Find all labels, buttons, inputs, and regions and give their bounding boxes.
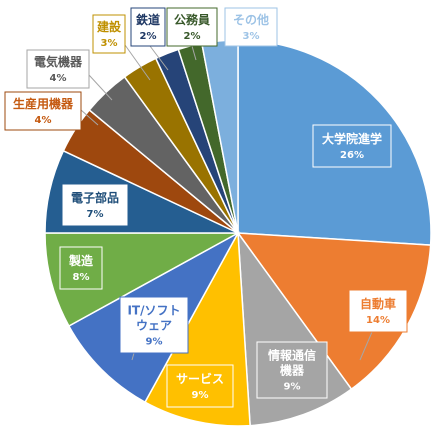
data-label: 電気機器 4% — [26, 49, 90, 89]
data-label-name: 電子部品 — [71, 190, 119, 205]
data-label-value: 8% — [73, 272, 90, 283]
data-label: 建設 3% — [92, 14, 126, 54]
data-label-name: サービス — [176, 371, 224, 386]
data-label: 生産用機器 4% — [4, 91, 82, 131]
data-label-box — [224, 7, 278, 47]
data-label-name: 製造 — [68, 253, 94, 268]
data-label-box — [59, 246, 103, 290]
data-label: 情報通信機器 9% — [256, 341, 328, 399]
data-label-box — [130, 7, 166, 47]
data-label: 大学院進学 26% — [312, 124, 392, 168]
data-label-value: 9% — [284, 382, 301, 393]
data-label-value: 4% — [35, 115, 52, 126]
leader-line — [80, 109, 99, 126]
data-label-box — [166, 7, 218, 47]
leader-line — [88, 74, 113, 101]
data-label-box — [166, 364, 234, 408]
data-label: 鉄道 2% — [130, 7, 166, 47]
data-label-name: 生産用機器 — [13, 96, 74, 111]
leader-line — [149, 45, 169, 71]
data-label: 電子部品 7% — [61, 183, 129, 227]
data-label-value: 26% — [340, 150, 364, 161]
data-label: 自動車 14% — [348, 289, 408, 333]
data-label-name: 自動車 — [360, 296, 396, 311]
data-label-value: 14% — [366, 315, 390, 326]
data-label-box — [4, 91, 82, 131]
leader-line — [131, 352, 135, 361]
data-label-value: 2% — [184, 31, 201, 42]
leader-line — [124, 44, 151, 81]
data-label-value: 3% — [101, 38, 118, 49]
data-label-box — [256, 341, 328, 399]
data-label: IT/ソフトウェア 9% — [119, 296, 189, 354]
leader-line — [191, 45, 197, 61]
data-label: 製造 8% — [59, 246, 103, 290]
data-label: 公務員 2% — [166, 7, 218, 47]
data-label-name: 建設 — [96, 19, 122, 34]
data-label-value: 7% — [87, 209, 104, 220]
data-label-name: その他 — [233, 12, 269, 27]
data-label-name: 公務員 — [174, 12, 210, 27]
data-label: その他 3% — [224, 7, 278, 47]
data-label-value: 9% — [192, 390, 209, 401]
data-label-value: 2% — [140, 31, 157, 42]
data-label-value: 4% — [50, 73, 67, 84]
data-labels: 大学院進学 26% 自動車 14% 情報通信機器 9% サービス 9% IT/ソフトウェア 9% 製… — [4, 7, 408, 408]
data-label-box — [26, 49, 90, 89]
leader-lines — [80, 44, 373, 361]
leader-line — [359, 331, 373, 361]
data-label-name: 鉄道 — [136, 12, 160, 27]
data-label-box — [92, 14, 126, 54]
data-label-name: 情報通信機器 — [268, 348, 316, 378]
data-label-name: IT/ソフトウェア — [127, 304, 180, 333]
data-label-name: 大学院進学 — [322, 131, 382, 146]
data-label-name: 電気機器 — [34, 54, 83, 69]
data-label-box — [119, 296, 189, 354]
data-label-value: 9% — [146, 337, 163, 348]
data-label: サービス 9% — [166, 364, 234, 408]
data-label-box — [348, 289, 408, 333]
data-label-value: 3% — [243, 31, 260, 42]
pie-slices — [44, 39, 432, 427]
data-label-box — [312, 124, 392, 168]
data-label-box — [61, 183, 129, 227]
